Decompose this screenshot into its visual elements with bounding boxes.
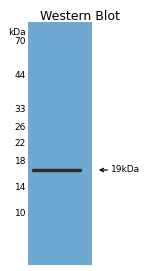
Text: 18: 18 [15, 157, 26, 166]
Text: 70: 70 [15, 37, 26, 46]
Text: 22: 22 [15, 140, 26, 149]
Text: 10: 10 [15, 208, 26, 218]
Text: Western Blot: Western Blot [40, 10, 120, 23]
Bar [28, 22, 92, 265]
Text: 14: 14 [15, 182, 26, 192]
Text: 33: 33 [15, 105, 26, 115]
Text: 19kDa: 19kDa [111, 166, 140, 175]
Text: 44: 44 [15, 70, 26, 79]
Text: 26: 26 [15, 122, 26, 131]
Text: kDa: kDa [8, 28, 26, 37]
